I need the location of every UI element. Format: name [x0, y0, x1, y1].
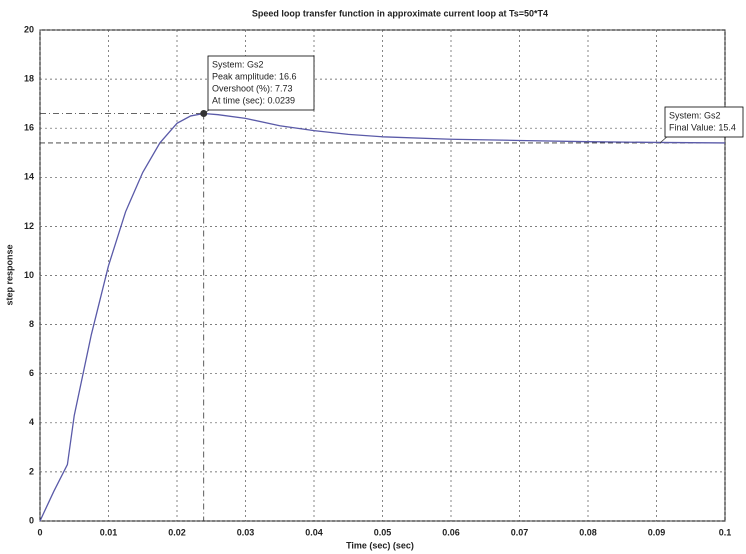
datatip-text: Final Value: 15.4 — [669, 122, 736, 132]
x-axis-label: Time (sec) (sec) — [346, 540, 414, 550]
x-tick-label: 0 — [37, 527, 42, 537]
y-tick-label: 18 — [24, 73, 34, 83]
y-tick-label: 2 — [29, 466, 34, 476]
chart-title: Speed loop transfer function in approxim… — [252, 8, 548, 18]
x-tick-label: 0.02 — [168, 527, 186, 537]
y-tick-label: 16 — [24, 123, 34, 133]
datatip: System: Gs2 Peak amplitude: 16.6 Overshoot… — [204, 56, 314, 113]
x-tick-label: 0.1 — [719, 527, 732, 537]
datatip-text: At time (sec): 0.0239 — [212, 95, 295, 105]
y-tick-label: 10 — [24, 270, 34, 280]
y-axis-label: step response — [4, 244, 14, 305]
y-tick-label: 14 — [24, 172, 34, 182]
x-tick-label: 0.05 — [374, 527, 392, 537]
x-tick-label: 0.06 — [442, 527, 460, 537]
y-tick-label: 12 — [24, 221, 34, 231]
datatip-text: System: Gs2 — [669, 110, 721, 120]
y-tick-label: 0 — [29, 515, 34, 525]
x-tick-label: 0.09 — [648, 527, 666, 537]
chart: Speed loop transfer function in approxim… — [0, 0, 746, 554]
y-tick-label: 6 — [29, 368, 34, 378]
y-tick-label: 4 — [29, 417, 34, 427]
x-tick-label: 0.07 — [511, 527, 529, 537]
datatip-text: Overshoot (%): 7.73 — [212, 83, 293, 93]
x-tick-label: 0.04 — [305, 527, 323, 537]
y-tick-label: 20 — [24, 24, 34, 34]
x-tick-label: 0.01 — [100, 527, 118, 537]
datatip-text: System: Gs2 — [212, 59, 264, 69]
x-tick-label: 0.08 — [579, 527, 597, 537]
y-tick-label: 8 — [29, 319, 34, 329]
x-tick-label: 0.03 — [237, 527, 255, 537]
datatip-text: Peak amplitude: 16.6 — [212, 71, 297, 81]
